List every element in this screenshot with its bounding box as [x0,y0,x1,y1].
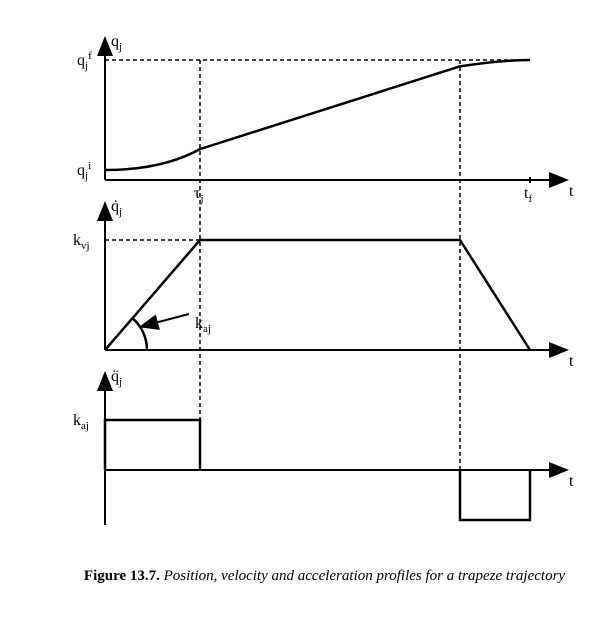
svg-text:tf: tf [524,185,532,205]
svg-text:τj: τj [194,185,204,205]
svg-text:t: t [569,473,574,490]
svg-text:qji: qji [77,160,91,182]
svg-text:kaj: kaj [73,412,89,432]
svg-text:t: t [569,353,574,370]
svg-text:kaj: kaj [195,315,211,335]
svg-text:qjf: qjf [77,50,92,72]
trajectory-diagram: qj qjf qji τj tf t q̇j kvj kaj t q̈j kaj t [20,20,609,560]
svg-text:t: t [569,183,574,200]
figure-container: qj qjf qji τj tf t q̇j kvj kaj t q̈j kaj t Figure … [20,20,609,585]
svg-text:q̇j: q̇j [111,198,122,218]
caption-prefix: Figure 13.7. [84,568,160,584]
position-panel: qj qjf qji τj tf t [77,33,574,205]
acceleration-panel: q̈j kaj t [73,368,574,525]
svg-text:qj: qj [111,33,122,53]
vertical-guides [200,60,460,520]
svg-text:kvj: kvj [73,232,90,252]
caption-text: Position, velocity and acceleration prof… [164,568,565,584]
svg-text:q̈j: q̈j [111,368,122,388]
figure-caption: Figure 13.7. Position, velocity and acce… [20,568,609,585]
velocity-panel: q̇j kvj kaj t [73,198,574,370]
